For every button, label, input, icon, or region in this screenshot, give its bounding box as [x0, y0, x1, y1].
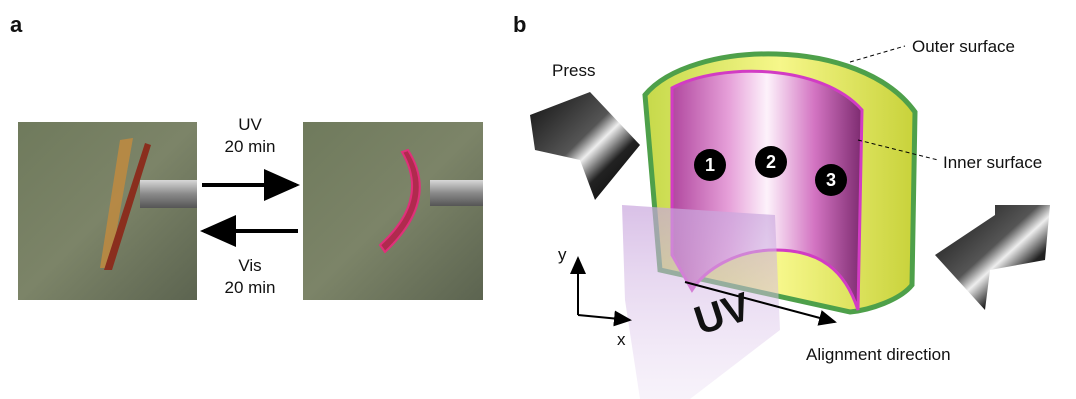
- photo-after: [303, 122, 483, 300]
- alignment-label: Alignment direction: [806, 345, 951, 364]
- position: 1: [705, 155, 715, 175]
- panel-label: b: [513, 12, 526, 37]
- position: 3: [826, 170, 836, 190]
- press-arrow: [935, 205, 1050, 310]
- position: 2: [766, 152, 776, 172]
- duration: 20 min: [224, 278, 275, 297]
- duration: 20 min: [224, 137, 275, 156]
- x-axis: [578, 315, 630, 320]
- stimulus: UV: [238, 115, 262, 134]
- outer-label: Outer surface: [912, 37, 1015, 56]
- photo-before: [18, 122, 197, 300]
- press-arrow: [530, 92, 640, 200]
- figure: a UV 20 min Vis 20 min b Press Outer sur…: [0, 0, 1076, 399]
- stimulus: Vis: [238, 256, 261, 275]
- axis-label: x: [617, 330, 626, 349]
- leader: [850, 46, 905, 62]
- inner-label: Inner surface: [943, 153, 1042, 172]
- press-label: Press: [552, 61, 595, 80]
- panel-label: a: [10, 12, 23, 37]
- axis-label: y: [558, 245, 567, 264]
